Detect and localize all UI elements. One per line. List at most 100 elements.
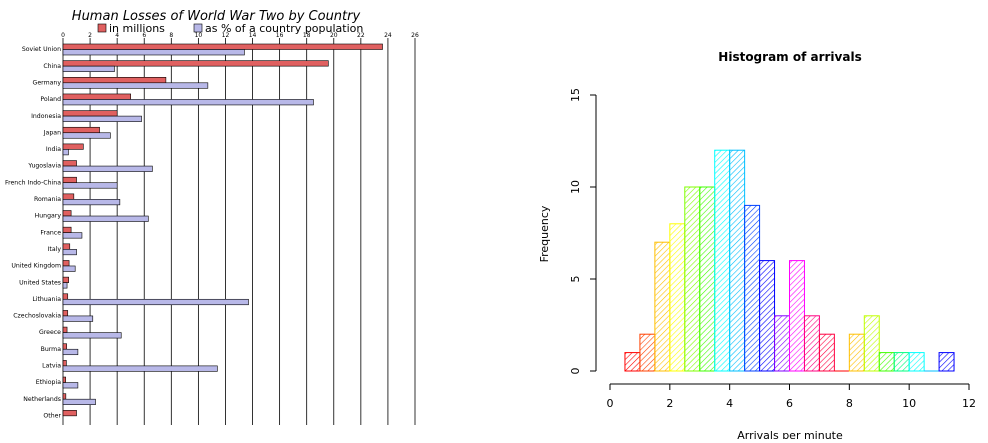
bars — [62, 43, 383, 417]
histogram-bar — [818, 333, 835, 372]
bar-percent — [62, 382, 79, 389]
x-tick-label: 8 — [846, 397, 853, 410]
bar-percent — [62, 149, 69, 156]
y-tick-label: 15 — [569, 88, 582, 102]
bar-percent — [62, 99, 314, 106]
category-label: United Kingdom — [11, 263, 61, 270]
y-tick-label: 5 — [569, 276, 582, 283]
histogram-bar — [759, 260, 776, 372]
arrivals-histogram: Histogram of arrivals 0 2 4 6 8 10 12 0 5 10 15 A… — [538, 50, 976, 442]
category-label: Yugoslavia — [27, 163, 61, 170]
histogram-bar — [803, 315, 820, 372]
bar-percent — [62, 182, 118, 189]
category-label: Romania — [34, 196, 61, 203]
x-tick-label: 4 — [115, 32, 119, 39]
category-label: India — [46, 146, 61, 153]
bar-percent — [62, 232, 83, 239]
y-tick-label: 10 — [569, 180, 582, 194]
bar-millions — [62, 310, 69, 317]
category-label: Indonesia — [31, 113, 61, 120]
x-tick-label: 12 — [962, 397, 976, 410]
histogram-bar — [878, 352, 895, 372]
legend-label-percent: as % of a country population — [205, 22, 363, 35]
bar-percent — [62, 215, 149, 222]
bar-percent — [62, 398, 96, 405]
bar-percent — [62, 199, 121, 206]
x-tick-label: 0 — [607, 397, 614, 410]
bar-millions — [62, 210, 72, 217]
histogram-bar — [639, 333, 656, 372]
histogram-title: Histogram of arrivals — [718, 50, 861, 64]
histogram-bar — [774, 315, 791, 372]
histogram-bar — [699, 186, 716, 372]
histogram-bar — [908, 352, 925, 372]
histogram-bars — [624, 149, 955, 372]
x-axis: 0 2 4 6 8 10 12 — [607, 383, 976, 410]
histogram-bar — [669, 223, 686, 372]
histogram-bar — [729, 149, 746, 372]
legend: in millions as % of a country population — [97, 22, 363, 35]
histogram-bar — [714, 149, 731, 372]
bar-percent — [62, 249, 77, 256]
bar-percent — [62, 332, 122, 339]
category-label: Hungary — [35, 213, 62, 220]
bar-millions — [62, 43, 383, 50]
category-label: United States — [19, 279, 61, 286]
x-tick-labels: 0 2 4 6 8 10 12 14 16 18 20 22 24 26 — [61, 32, 419, 39]
bar-percent — [62, 165, 153, 172]
x-tick-label: 10 — [195, 32, 203, 39]
legend-swatch-millions — [97, 23, 107, 33]
category-labels: Soviet Union China Germany Poland Indonesia J… — [5, 46, 61, 419]
x-tick-label: 24 — [384, 32, 392, 39]
category-label: Ethiopia — [36, 379, 61, 386]
ww2-losses-chart: Human Losses of World War Two by Country… — [5, 9, 419, 425]
category-label: Greece — [39, 329, 61, 336]
category-label: Poland — [40, 96, 61, 103]
bar-millions — [62, 93, 131, 100]
legend-swatch-percent — [193, 23, 203, 33]
category-label: Other — [43, 413, 61, 420]
bar-percent — [62, 348, 79, 356]
bar-percent — [62, 132, 111, 139]
category-label: French Indo-China — [5, 179, 61, 186]
category-label: Latvia — [42, 363, 61, 370]
histogram-bar — [893, 352, 910, 372]
x-tick-label: 6 — [142, 32, 146, 39]
bar-millions — [62, 60, 329, 67]
bar-millions — [62, 393, 67, 400]
x-tick-label: 14 — [249, 32, 257, 39]
x-axis-label: Arrivals per minute — [737, 429, 843, 439]
histogram-bar — [684, 186, 701, 372]
x-tick-label: 0 — [61, 32, 65, 39]
bar-millions — [62, 260, 70, 267]
bar-millions — [62, 126, 100, 134]
category-label: Japan — [43, 129, 61, 136]
bar-millions — [62, 226, 72, 233]
x-tick-label: 10 — [902, 397, 916, 410]
x-tick-label: 26 — [411, 32, 419, 39]
category-label: Germany — [33, 79, 62, 86]
x-tick-label: 18 — [303, 32, 311, 39]
bar-millions — [62, 360, 67, 367]
histogram-bar — [848, 333, 865, 372]
histogram-bar — [744, 204, 761, 372]
bar-percent — [62, 115, 142, 122]
histogram-bar — [938, 352, 955, 372]
x-tick-label: 16 — [276, 32, 284, 39]
bar-millions — [62, 176, 77, 184]
bar-millions — [62, 410, 77, 417]
histogram-bar — [654, 241, 671, 372]
y-axis-label: Frequency — [538, 205, 551, 262]
bar-millions — [62, 326, 68, 333]
histogram-bar — [624, 352, 641, 372]
category-label: Lithuania — [32, 296, 61, 303]
histogram-bar — [863, 315, 880, 372]
bar-percent — [62, 82, 209, 89]
category-label: Italy — [48, 246, 62, 253]
x-tick-label: 2 — [88, 32, 92, 39]
bar-millions — [62, 160, 77, 167]
category-label: Netherlands — [23, 396, 61, 403]
y-axis: 0 5 10 15 — [569, 88, 597, 375]
x-tick-label: 12 — [222, 32, 230, 39]
